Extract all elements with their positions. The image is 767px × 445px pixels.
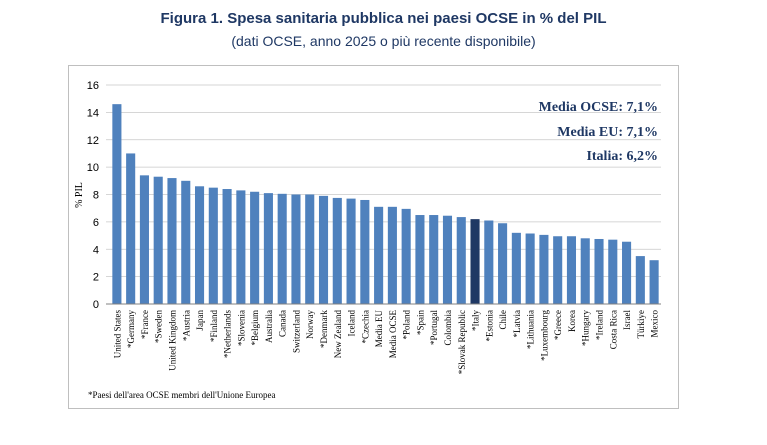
- x-tick-label: *France: [140, 310, 150, 339]
- bar: [580, 238, 590, 304]
- bar: [318, 195, 329, 304]
- bar: [649, 260, 659, 304]
- x-tick-label: Australia: [264, 310, 274, 343]
- bar: [415, 215, 425, 304]
- y-tick-label: 14: [87, 107, 99, 119]
- bar: [291, 194, 301, 304]
- chart-subtitle: (dati OCSE, anno 2025 o più recente disp…: [231, 33, 536, 49]
- x-tick-label: Switzerland: [291, 310, 301, 353]
- bar: [222, 189, 232, 304]
- x-tick-label: *Germany: [126, 310, 136, 348]
- x-tick-label: New Zealand: [333, 310, 343, 359]
- bar: [608, 239, 618, 304]
- x-tick-label: Israel: [622, 310, 632, 330]
- x-tick-label: Colombia: [443, 310, 453, 346]
- annotation-label: Media OCSE: 7,1%: [539, 100, 658, 115]
- x-tick-label: Chile: [498, 310, 508, 330]
- bar: [594, 238, 604, 304]
- y-tick-label: 2: [93, 272, 99, 284]
- y-tick-label: 8: [93, 190, 99, 202]
- bar: [539, 234, 549, 304]
- x-tick-label: *Italy: [471, 310, 481, 331]
- x-tick-label: *Portugal: [429, 310, 439, 345]
- y-tick-label: 4: [93, 244, 99, 256]
- y-tick-label: 12: [87, 135, 99, 147]
- y-tick-label: 0: [93, 299, 99, 311]
- bar: [553, 236, 563, 304]
- bar: [374, 206, 384, 304]
- x-tick-label: Japan: [195, 310, 205, 331]
- x-tick-label: *Estonia: [484, 310, 494, 342]
- bar: [566, 236, 577, 304]
- bar: [525, 233, 535, 304]
- x-tick-label: Costa Rica: [608, 310, 618, 349]
- bar: [181, 180, 191, 304]
- x-tick-label: Türkiye: [636, 310, 646, 339]
- x-tick-label: *Lithuania: [526, 310, 536, 349]
- x-tick-label: *Spain: [415, 310, 425, 336]
- bar: [167, 178, 177, 304]
- bar: [194, 186, 205, 304]
- x-tick-label: Media EU: [374, 310, 384, 348]
- x-tick-label: Media OCSE: [388, 310, 398, 359]
- bar: [126, 153, 136, 304]
- bar: [332, 197, 342, 304]
- bar: [360, 199, 370, 304]
- y-tick-label: 6: [93, 217, 99, 229]
- x-tick-label: United States: [112, 310, 122, 359]
- bar: [236, 190, 246, 304]
- bar: [470, 219, 480, 304]
- bar: [305, 194, 315, 304]
- x-tick-label: Mexico: [650, 310, 660, 338]
- x-tick-label: United Kingdom: [167, 310, 177, 371]
- x-tick-label: *Luxembourg: [539, 310, 549, 361]
- bar: [484, 220, 494, 304]
- bar: [622, 241, 632, 304]
- bar: [498, 223, 508, 304]
- x-tick-label: *Poland: [402, 310, 412, 340]
- bar: [263, 193, 273, 304]
- x-tick-label: *Finland: [209, 310, 219, 343]
- bar: [208, 187, 218, 304]
- bar: [346, 198, 356, 304]
- x-tick-label: *Netherlands: [223, 310, 233, 358]
- x-tick-label: *Slovak Republic: [457, 310, 467, 374]
- bar: [511, 232, 521, 304]
- bar: [250, 191, 260, 304]
- x-tick-label: *Czechia: [360, 310, 370, 343]
- bar: [635, 256, 645, 304]
- chart-title: Figura 1. Spesa sanitaria pubblica nei p…: [160, 10, 607, 27]
- annotation-label: Media EU: 7,1%: [557, 125, 658, 140]
- bar: [112, 104, 122, 304]
- x-tick-label: *Ireland: [595, 310, 605, 340]
- x-tick-label: Canada: [278, 310, 288, 337]
- x-tick-label: *Hungary: [581, 310, 591, 346]
- bar: [277, 193, 287, 304]
- bar: [153, 176, 163, 304]
- footnote: *Paesi dell'area OCSE membri dell'Unione…: [88, 390, 276, 400]
- y-tick-label: 16: [87, 80, 99, 92]
- bar: [139, 175, 149, 304]
- x-tick-label: *Greece: [553, 310, 563, 340]
- y-axis-label: % PIL: [74, 182, 85, 208]
- bar: [401, 208, 411, 304]
- x-tick-label: *Latvia: [512, 310, 522, 338]
- x-tick-label: Korea: [567, 310, 577, 332]
- x-tick-label: *Belgium: [250, 310, 260, 346]
- x-tick-label: Norway: [305, 310, 315, 339]
- bar: [456, 217, 466, 304]
- annotation-label: Italia: 6,2%: [586, 149, 658, 164]
- y-tick-label: 10: [87, 162, 99, 174]
- bar: [429, 215, 439, 304]
- x-tick-label: *Denmark: [319, 310, 329, 348]
- x-tick-label: *Slovenia: [236, 310, 246, 346]
- bar: [387, 206, 397, 304]
- bar: [442, 215, 453, 304]
- x-tick-label: *Sweden: [154, 310, 164, 343]
- x-tick-label: Iceland: [347, 310, 357, 337]
- x-tick-label: *Austria: [181, 310, 191, 341]
